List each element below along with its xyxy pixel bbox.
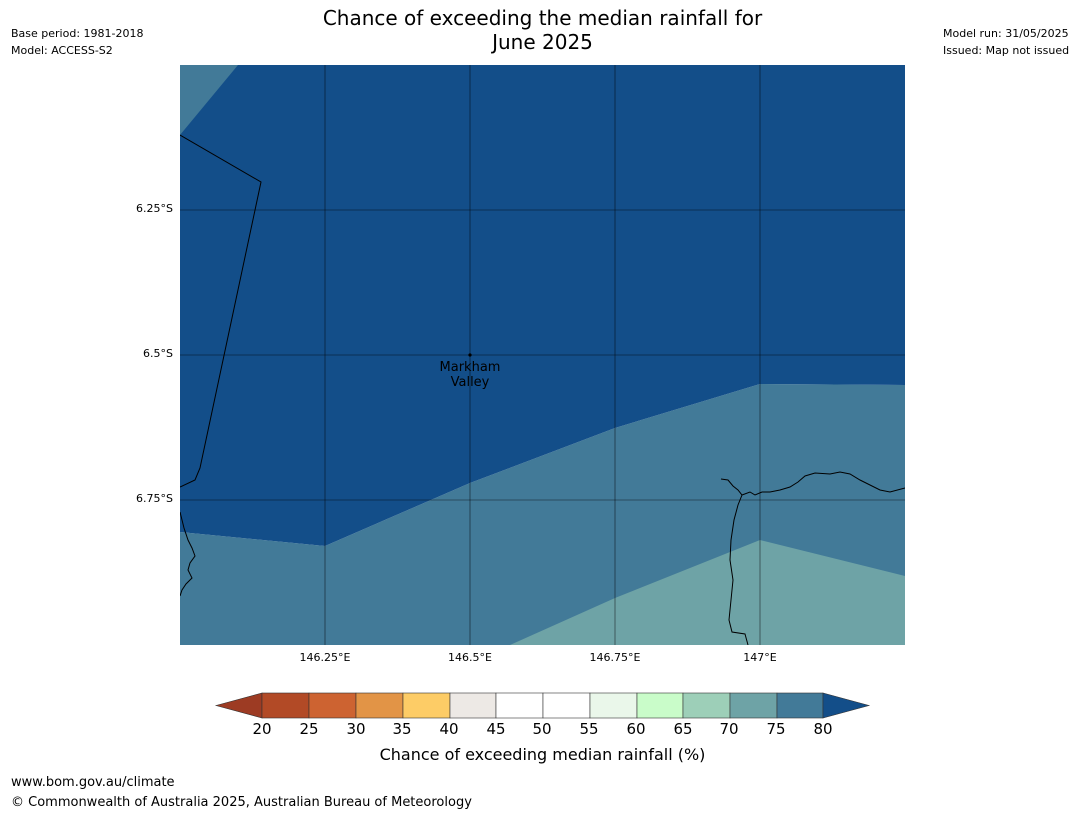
footer-url[interactable]: www.bom.gov.au/climate (11, 775, 175, 790)
map-frame (180, 65, 905, 645)
colorbar-swatch (542, 692, 591, 719)
model-run-text: Model run: 31/05/2025 (943, 27, 1069, 40)
metadata-left: Base period: 1981-2018 Model: ACCESS-S2 (11, 25, 143, 59)
gridlines (180, 65, 905, 645)
colorbar-tick: 55 (579, 720, 599, 738)
colorbar-over-arrow (822, 692, 871, 719)
place-label: Markham Valley (410, 360, 530, 390)
metadata-right: Model run: 31/05/2025 Issued: Map not is… (943, 25, 1069, 59)
region-south-east-corner (510, 540, 905, 645)
colorbar-tick: 65 (673, 720, 693, 738)
colorbar-tick: 80 (813, 720, 833, 738)
colorbar-tick: 60 (626, 720, 646, 738)
lat-label: 6.5°S (143, 347, 173, 360)
colorbar-swatch (495, 692, 544, 719)
colorbar-swatch (729, 692, 778, 719)
colorbar-tick: 50 (532, 720, 552, 738)
place-name-line-2: Valley (450, 375, 490, 390)
colorbar-swatch (682, 692, 731, 719)
region-north-west-corner (180, 65, 238, 135)
colorbar-swatch (589, 692, 638, 719)
lon-label: 146.75°E (589, 651, 641, 664)
colorbar (214, 692, 871, 719)
colorbar-tick: 20 (252, 720, 272, 738)
border-line (180, 134, 262, 488)
lon-label: 146.5°E (448, 651, 492, 664)
colorbar-swatch (449, 692, 497, 719)
colorbar-swatch (355, 692, 404, 719)
place-name-line-1: Markham (439, 360, 501, 375)
colorbar-title: Chance of exceeding median rainfall (%) (379, 745, 706, 764)
coastline-east (720, 471, 905, 496)
colorbar-tick: 40 (439, 720, 459, 738)
colorbar-tick: 70 (719, 720, 739, 738)
region-north (180, 65, 905, 546)
colorbar-tick: 35 (392, 720, 412, 738)
map-title: Chance of exceeding the median rainfall … (0, 6, 1085, 54)
place-marker (468, 353, 472, 357)
lat-label: 6.25°S (136, 202, 173, 215)
colorbar-tick: 45 (486, 720, 506, 738)
colorbar-swatch (308, 692, 357, 719)
colorbar-under-arrow (214, 692, 263, 719)
lon-label: 146.25°E (299, 651, 351, 664)
lon-label: 147°E (743, 651, 777, 664)
colorbar-swatch (776, 692, 824, 719)
title-line-2: June 2025 (492, 30, 593, 54)
colorbar-swatch (261, 692, 310, 719)
colorbar-tick: 30 (346, 720, 366, 738)
colorbar-swatch (402, 692, 451, 719)
issued-text: Issued: Map not issued (943, 44, 1070, 57)
title-line-1: Chance of exceeding the median rainfall … (322, 6, 763, 30)
coastline-west (180, 511, 196, 597)
coastline-river (728, 494, 749, 645)
colorbar-tick: 25 (299, 720, 319, 738)
colorbar-swatch (636, 692, 684, 719)
colorbar-tick: 75 (766, 720, 786, 738)
lat-label: 6.75°S (136, 492, 173, 505)
footer-copyright: © Commonwealth of Australia 2025, Austra… (11, 795, 472, 810)
model-text: Model: ACCESS-S2 (11, 44, 113, 57)
base-period-text: Base period: 1981-2018 (11, 27, 144, 40)
